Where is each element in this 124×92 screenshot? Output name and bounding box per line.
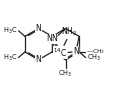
Text: H$_3$C: H$_3$C xyxy=(3,26,18,36)
Text: CH$_3$: CH$_3$ xyxy=(59,69,73,79)
Text: CH$_3$: CH$_3$ xyxy=(87,52,101,63)
Text: N: N xyxy=(73,47,79,56)
Text: $^{14}$C: $^{14}$C xyxy=(53,46,67,59)
Text: NH$_2$: NH$_2$ xyxy=(61,25,77,38)
Text: N: N xyxy=(46,34,52,44)
Text: N: N xyxy=(51,34,57,44)
Text: H$_3$C: H$_3$C xyxy=(3,52,18,63)
Text: —CH$_3$: —CH$_3$ xyxy=(86,47,105,56)
Text: N: N xyxy=(36,55,41,64)
Text: N: N xyxy=(36,24,41,33)
